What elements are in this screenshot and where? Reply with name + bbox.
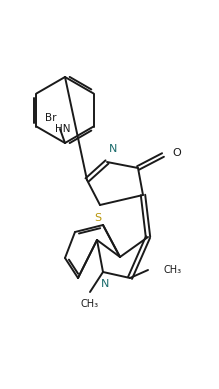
Text: HN: HN (55, 123, 70, 133)
Text: Br: Br (44, 113, 56, 123)
Text: S: S (94, 213, 102, 223)
Text: CH₃: CH₃ (164, 265, 182, 275)
Text: N: N (109, 144, 117, 154)
Text: O: O (172, 148, 181, 158)
Text: CH₃: CH₃ (81, 299, 99, 309)
Text: N: N (101, 279, 109, 289)
